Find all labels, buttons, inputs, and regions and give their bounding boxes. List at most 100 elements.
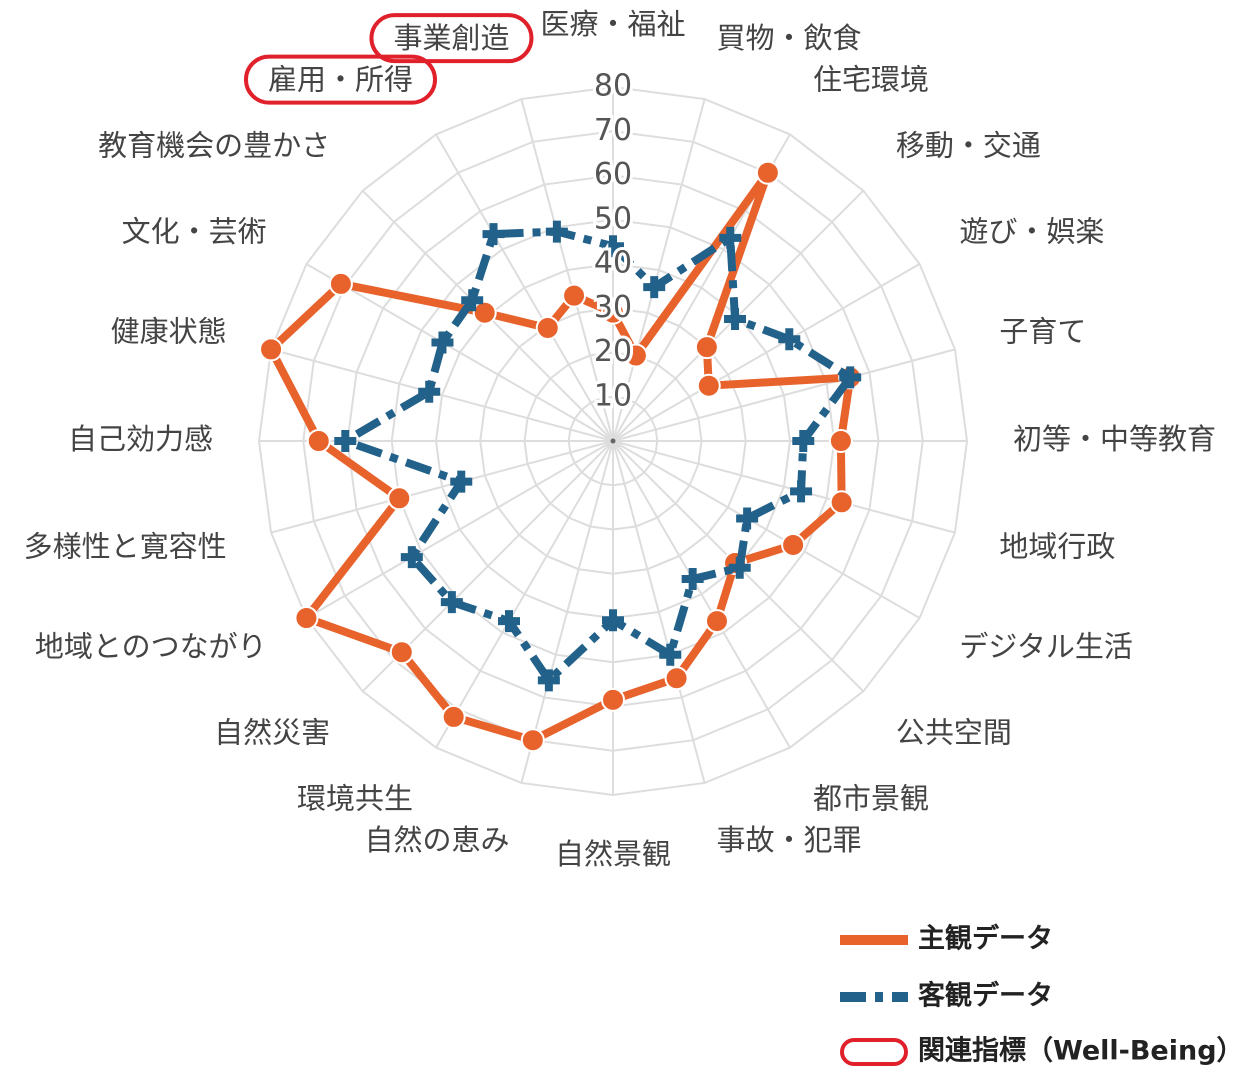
category-label: 移動・交通 (896, 129, 1041, 163)
marker (562, 283, 587, 308)
marker (664, 666, 689, 691)
spoke (612, 263, 921, 442)
category-label: 子育て (999, 315, 1086, 349)
highlight-oval (243, 54, 437, 105)
marker (601, 300, 625, 325)
category-label: 公共空間 (896, 715, 1012, 749)
tick-label: 10 (594, 378, 632, 413)
marker (681, 567, 704, 590)
spoke (435, 440, 614, 749)
marker (728, 556, 751, 579)
category-label: 地域行政 (999, 529, 1115, 563)
marker (696, 373, 721, 398)
category-label: 初等・中等教育 (1013, 422, 1216, 456)
marker (440, 591, 463, 614)
category-label: 地域とのつながり (35, 630, 267, 664)
marker (498, 610, 521, 633)
marker (602, 609, 624, 632)
marker (602, 235, 624, 258)
marker (724, 307, 747, 330)
legend-swatch (840, 1038, 908, 1066)
marker (643, 276, 666, 299)
marker (400, 546, 423, 569)
spoke (520, 440, 614, 784)
category-label: 多様性と寛容性 (24, 529, 227, 563)
tick-label: 80 (594, 69, 632, 104)
marker (829, 490, 854, 515)
marker (389, 640, 414, 665)
marker (792, 430, 815, 452)
category-label: 自己効力感 (68, 422, 213, 456)
category-label: 事故・犯罪 (717, 823, 862, 857)
marker (545, 220, 568, 243)
marker (719, 226, 742, 249)
center-dot (610, 438, 616, 444)
tick-label: 60 (594, 157, 632, 192)
marker (736, 507, 759, 530)
category-label: 自然災害 (214, 715, 330, 749)
marker (694, 335, 719, 360)
category-label: 健康状態 (111, 315, 227, 349)
marker (601, 687, 625, 712)
category-label: 医療・福祉 (540, 7, 685, 41)
marker (828, 429, 853, 453)
spoke (305, 440, 614, 619)
marker (441, 704, 466, 729)
tick-label: 20 (594, 334, 632, 369)
marker (418, 380, 441, 403)
marker (472, 300, 497, 325)
spoke (305, 263, 614, 442)
category-label: 環境共生 (297, 781, 413, 815)
marker (537, 669, 560, 692)
marker (781, 532, 806, 557)
category-label: 雇用・所得 (268, 63, 413, 97)
tick-label: 70 (594, 113, 632, 148)
category-label: 文化・芸術 (122, 215, 267, 249)
marker (704, 609, 729, 634)
legend-label: 主観データ (918, 923, 1053, 955)
legend-label: 関連指標（Well-Being） (918, 1036, 1244, 1067)
category-label: 遊び・娯楽 (959, 215, 1104, 249)
spoke (612, 440, 706, 784)
tick-label: 50 (594, 201, 632, 236)
category-label: 自然景観 (555, 837, 671, 871)
tick-label: 40 (594, 246, 632, 281)
legend-label: 客観データ (918, 980, 1053, 1012)
spoke (612, 440, 956, 534)
marker (623, 343, 648, 368)
marker (520, 728, 545, 753)
marker (755, 160, 780, 185)
spoke (270, 440, 614, 534)
category-label: デジタル生活 (959, 630, 1132, 664)
marker (334, 430, 357, 452)
spoke (612, 98, 706, 442)
highlight-oval (369, 13, 534, 64)
tick-label: 30 (594, 290, 632, 325)
category-label: 教育機会の豊かさ (98, 129, 330, 163)
marker (431, 331, 454, 354)
marker (461, 289, 484, 312)
category-label: 都市景観 (813, 781, 929, 815)
marker (387, 486, 412, 511)
marker (259, 337, 284, 362)
marker (306, 429, 331, 453)
spoke (520, 98, 614, 442)
spoke (612, 440, 921, 619)
marker (839, 366, 862, 389)
marker (328, 271, 353, 296)
category-label: 住宅環境 (813, 63, 929, 97)
marker (790, 480, 813, 503)
marker (450, 470, 473, 493)
spoke (435, 133, 614, 442)
spoke (612, 348, 956, 442)
marker (482, 223, 505, 246)
spoke (270, 348, 614, 442)
spoke (612, 440, 791, 749)
marker (659, 643, 682, 666)
category-label: 自然の恵み (364, 823, 509, 857)
marker (535, 315, 560, 340)
category-label: 買物・飲食 (717, 21, 862, 55)
marker (778, 328, 801, 351)
category-label: 事業創造 (393, 21, 509, 55)
